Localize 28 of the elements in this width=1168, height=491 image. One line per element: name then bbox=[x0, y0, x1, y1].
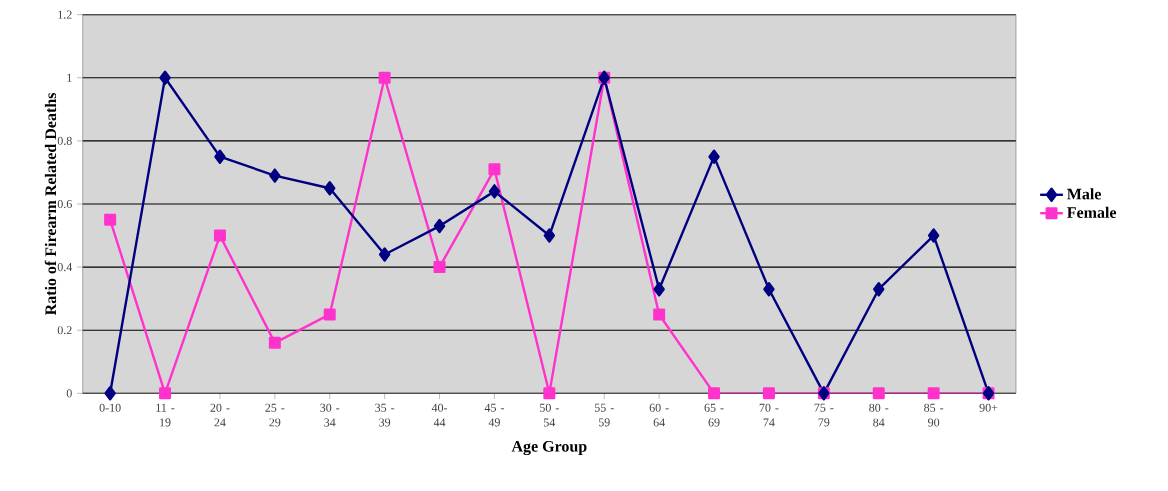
legend-label: Male bbox=[1067, 188, 1101, 200]
y-axis-title: Ratio of Firearm Related Deaths bbox=[44, 93, 57, 316]
x-tick-label: 25 - 29 bbox=[265, 403, 285, 427]
x-tick-label: 50 - 54 bbox=[540, 403, 559, 427]
y-tick-label: 0.4 bbox=[57, 263, 73, 272]
y-tick-label: 0.6 bbox=[57, 200, 72, 209]
x-tick-label: 55 - 59 bbox=[594, 403, 614, 427]
x-tick-label: 35 - 39 bbox=[375, 403, 395, 427]
y-tick-label: 0 bbox=[66, 389, 72, 398]
x-tick-label: 20 - 24 bbox=[210, 403, 230, 427]
y-tick-label: 0.8 bbox=[57, 136, 72, 146]
x-axis-title: Age Group bbox=[511, 441, 587, 456]
x-tick-label: 0-10 bbox=[99, 403, 121, 412]
y-tick-label: 1.2 bbox=[58, 10, 72, 19]
x-tick-label: 30 - 34 bbox=[320, 403, 340, 427]
y-tick-label: 0.2 bbox=[57, 326, 72, 335]
x-tick-label: 40- 44 bbox=[431, 403, 448, 427]
x-tick-label: 65 - 69 bbox=[704, 403, 724, 427]
x-tick-label: 85 - 90 bbox=[924, 403, 944, 427]
x-tick-label: 80 - 84 bbox=[869, 403, 889, 427]
x-tick-label: 11 - 19 bbox=[156, 403, 175, 427]
x-tick-label: 75 - 79 bbox=[814, 403, 834, 427]
y-tick-label: 1 bbox=[67, 73, 72, 82]
x-tick-label: 60 - 64 bbox=[649, 403, 669, 427]
legend-label: Female bbox=[1067, 206, 1117, 219]
x-tick-label: 70 - 74 bbox=[759, 403, 779, 427]
x-tick-label: 90+ bbox=[979, 403, 998, 412]
x-tick-label: 45 - 49 bbox=[484, 403, 504, 427]
